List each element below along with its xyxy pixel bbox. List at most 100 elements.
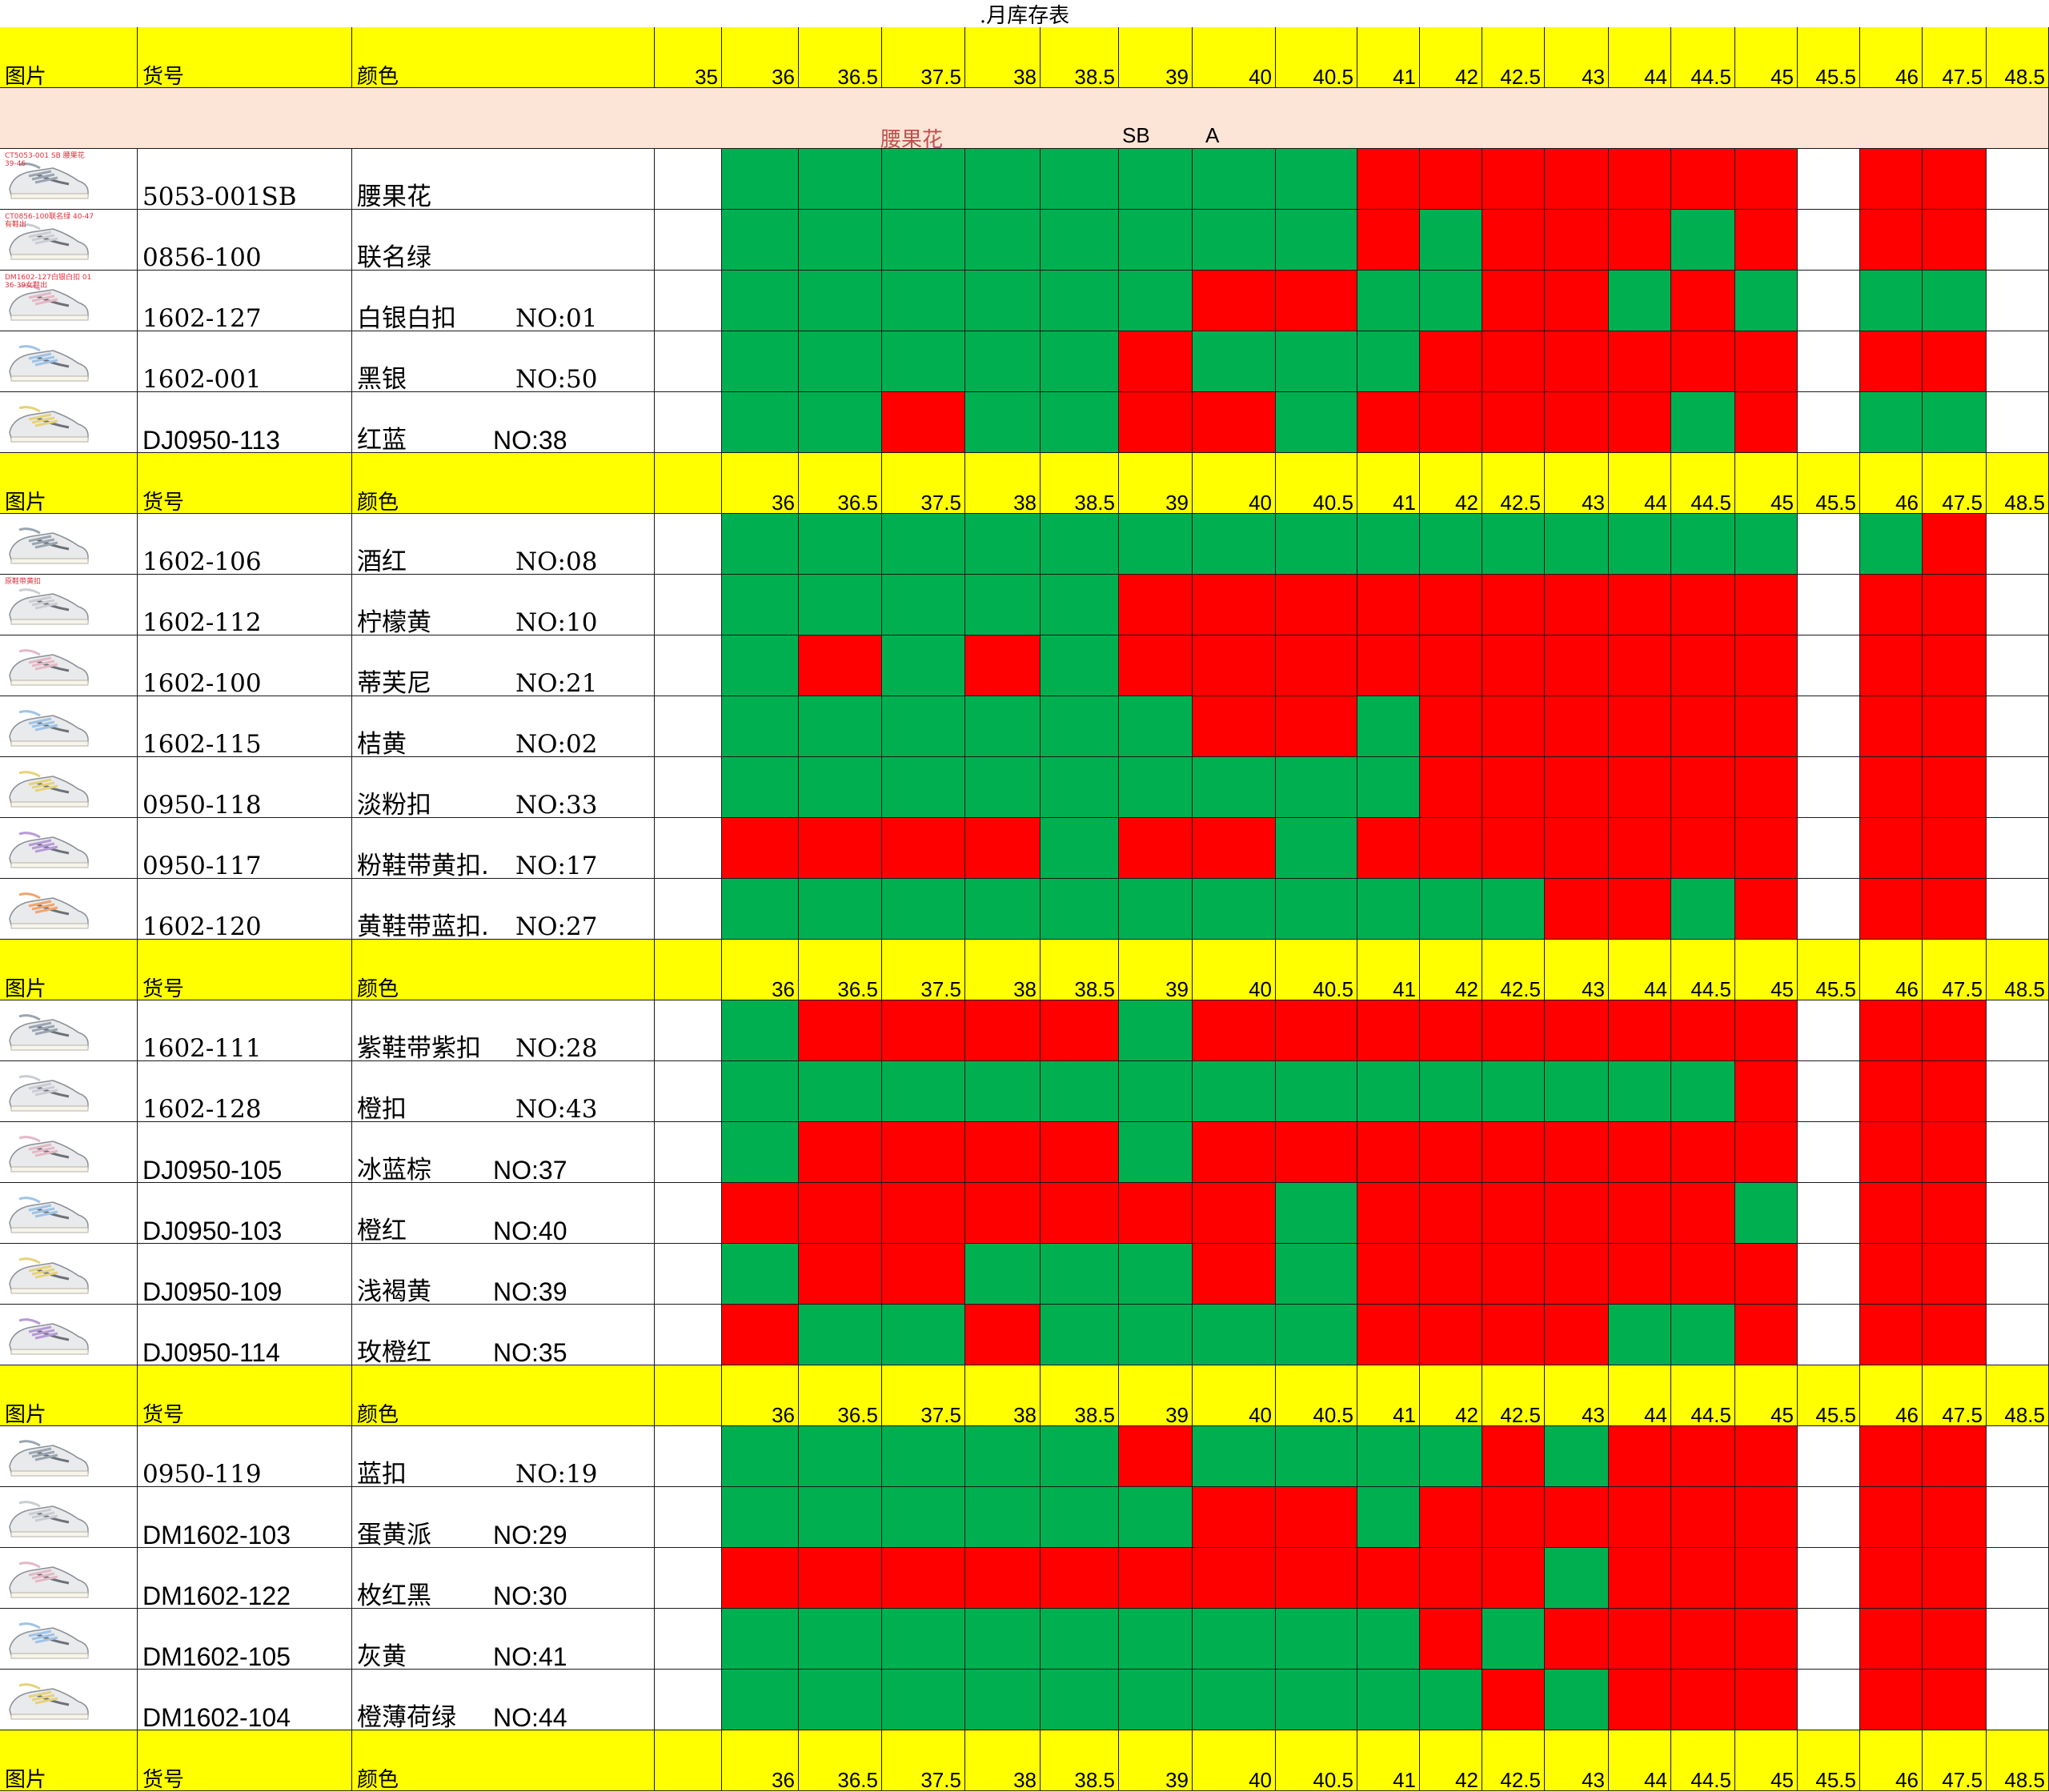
stock-cell-available[interactable] [1357, 331, 1420, 392]
stock-cell-sold-out[interactable] [1545, 1244, 1609, 1305]
stock-cell-available[interactable] [1041, 331, 1119, 392]
stock-cell-available[interactable] [799, 757, 882, 818]
stock-cell-sold-out[interactable] [1671, 1548, 1735, 1609]
stock-cell-empty[interactable] [1798, 149, 1860, 210]
stock-cell-sold-out[interactable] [1923, 1000, 1987, 1061]
stock-cell-sold-out[interactable] [1923, 1244, 1987, 1305]
stock-cell-available[interactable] [1545, 1670, 1609, 1730]
stock-cell-sold-out[interactable] [1735, 1426, 1798, 1487]
stock-cell-sold-out[interactable] [1671, 271, 1735, 331]
stock-cell-sold-out[interactable] [1671, 1609, 1735, 1670]
stock-cell-sold-out[interactable] [1420, 757, 1482, 818]
stock-cell-available[interactable] [1357, 1426, 1420, 1487]
stock-cell-sold-out[interactable] [1735, 575, 1798, 635]
stock-cell-available[interactable] [965, 1426, 1041, 1487]
stock-cell-empty[interactable] [655, 575, 722, 635]
stock-cell-empty[interactable] [655, 1487, 722, 1548]
stock-cell-available[interactable] [1545, 1061, 1609, 1122]
stock-cell-sold-out[interactable] [1357, 210, 1420, 271]
stock-cell-sold-out[interactable] [1357, 1244, 1420, 1305]
stock-cell-empty[interactable] [655, 1548, 722, 1609]
stock-cell-empty[interactable] [1798, 1183, 1860, 1244]
stock-cell-sold-out[interactable] [1860, 818, 1923, 879]
stock-cell-available[interactable] [1276, 1305, 1357, 1365]
stock-cell-sold-out[interactable] [1545, 271, 1609, 331]
stock-cell-sold-out[interactable] [1671, 696, 1735, 757]
stock-cell-sold-out[interactable] [1545, 879, 1609, 940]
stock-cell-available[interactable] [722, 149, 799, 210]
stock-cell-sold-out[interactable] [1609, 757, 1671, 818]
stock-cell-sold-out[interactable] [1545, 1000, 1609, 1061]
stock-cell-sold-out[interactable] [1671, 149, 1735, 210]
stock-cell-available[interactable] [1041, 879, 1119, 940]
stock-cell-available[interactable] [882, 1670, 965, 1730]
stock-cell-available[interactable] [882, 879, 965, 940]
stock-cell-sold-out[interactable] [799, 818, 882, 879]
stock-cell-sold-out[interactable] [882, 818, 965, 879]
stock-cell-sold-out[interactable] [1545, 1122, 1609, 1183]
stock-cell-sold-out[interactable] [1545, 818, 1609, 879]
stock-cell-sold-out[interactable] [1119, 331, 1193, 392]
stock-cell-available[interactable] [1276, 1244, 1357, 1305]
stock-cell-sold-out[interactable] [1860, 696, 1923, 757]
stock-cell-empty[interactable] [1987, 575, 2049, 635]
stock-cell-sold-out[interactable] [1420, 696, 1482, 757]
stock-cell-sold-out[interactable] [965, 818, 1041, 879]
stock-cell-sold-out[interactable] [1420, 331, 1482, 392]
stock-cell-available[interactable] [1276, 331, 1357, 392]
stock-cell-empty[interactable] [1987, 1487, 2049, 1548]
stock-cell-sold-out[interactable] [1420, 1244, 1482, 1305]
stock-cell-available[interactable] [1357, 271, 1420, 331]
stock-cell-sold-out[interactable] [1735, 331, 1798, 392]
stock-cell-sold-out[interactable] [1923, 1122, 1987, 1183]
stock-cell-empty[interactable] [655, 1609, 722, 1670]
stock-cell-available[interactable] [1482, 879, 1545, 940]
stock-cell-available[interactable] [799, 331, 882, 392]
stock-cell-available[interactable] [722, 331, 799, 392]
stock-cell-sold-out[interactable] [1276, 575, 1357, 635]
stock-cell-available[interactable] [799, 514, 882, 575]
stock-cell-available[interactable] [1119, 757, 1193, 818]
stock-cell-sold-out[interactable] [1545, 149, 1609, 210]
stock-cell-empty[interactable] [655, 635, 722, 696]
stock-cell-sold-out[interactable] [1420, 1183, 1482, 1244]
stock-cell-sold-out[interactable] [882, 1183, 965, 1244]
stock-cell-sold-out[interactable] [1923, 331, 1987, 392]
stock-cell-sold-out[interactable] [1609, 1609, 1671, 1670]
stock-cell-empty[interactable] [1798, 1122, 1860, 1183]
stock-cell-sold-out[interactable] [1735, 392, 1798, 453]
stock-cell-empty[interactable] [1798, 575, 1860, 635]
stock-cell-sold-out[interactable] [1923, 514, 1987, 575]
stock-cell-sold-out[interactable] [965, 1183, 1041, 1244]
stock-cell-sold-out[interactable] [1860, 1609, 1923, 1670]
stock-cell-sold-out[interactable] [965, 635, 1041, 696]
stock-cell-available[interactable] [1119, 514, 1193, 575]
stock-cell-empty[interactable] [1987, 392, 2049, 453]
stock-cell-sold-out[interactable] [1482, 1487, 1545, 1548]
stock-cell-empty[interactable] [1798, 1609, 1860, 1670]
stock-cell-available[interactable] [722, 392, 799, 453]
stock-cell-sold-out[interactable] [1923, 1426, 1987, 1487]
stock-cell-available[interactable] [1357, 1670, 1420, 1730]
stock-cell-available[interactable] [1041, 392, 1119, 453]
stock-cell-available[interactable] [882, 575, 965, 635]
stock-cell-available[interactable] [882, 1061, 965, 1122]
stock-cell-available[interactable] [1482, 514, 1545, 575]
stock-cell-available[interactable] [965, 879, 1041, 940]
stock-cell-sold-out[interactable] [1923, 1183, 1987, 1244]
stock-cell-available[interactable] [1119, 149, 1193, 210]
stock-cell-sold-out[interactable] [1735, 879, 1798, 940]
stock-cell-sold-out[interactable] [722, 1183, 799, 1244]
stock-cell-sold-out[interactable] [1193, 392, 1276, 453]
stock-cell-available[interactable] [1735, 1183, 1798, 1244]
stock-cell-sold-out[interactable] [1609, 1487, 1671, 1548]
stock-cell-sold-out[interactable] [882, 392, 965, 453]
stock-cell-available[interactable] [799, 392, 882, 453]
stock-cell-sold-out[interactable] [1119, 635, 1193, 696]
stock-cell-sold-out[interactable] [1482, 635, 1545, 696]
stock-cell-sold-out[interactable] [1860, 1061, 1923, 1122]
stock-cell-sold-out[interactable] [1735, 1305, 1798, 1365]
stock-cell-sold-out[interactable] [1923, 575, 1987, 635]
stock-cell-available[interactable] [722, 210, 799, 271]
stock-cell-available[interactable] [1671, 514, 1735, 575]
